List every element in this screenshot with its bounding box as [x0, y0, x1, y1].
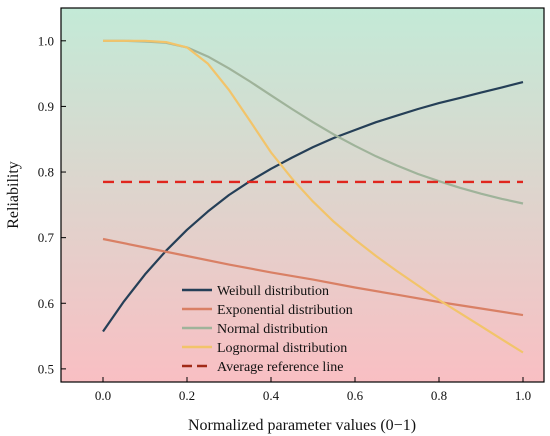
legend-label-exponential-distribution: Exponential distribution — [217, 303, 353, 318]
legend-label-average-reference-line: Average reference line — [217, 360, 343, 375]
x-tick-label: 0.8 — [431, 388, 447, 403]
x-axis: 0.0 0.2 0.4 0.6 0.8 1.0 — [95, 377, 531, 403]
weibull-distribution-line — [102, 81, 524, 333]
y-tick-label: 0.7 — [38, 230, 55, 245]
x-tick-label: 1.0 — [515, 388, 531, 403]
y-tick-label: 0.5 — [38, 361, 54, 376]
legend-label-normal-distribution: Normal distribution — [217, 322, 328, 337]
x-tick-label: 0.0 — [95, 388, 111, 403]
x-tick-label: 0.4 — [263, 388, 280, 403]
x-tick-label: 0.6 — [347, 388, 364, 403]
plot-background — [61, 8, 544, 382]
series-layer — [102, 39, 524, 354]
legend-label-weibull-distribution: Weibull distribution — [217, 284, 329, 299]
x-tick-label: 0.2 — [179, 388, 195, 403]
y-axis: 0.5 0.6 0.7 0.8 0.9 1.0 — [38, 33, 66, 376]
legend-label-lognormal-distribution: Lognormal distribution — [217, 341, 347, 356]
y-axis-title: Reliability — [5, 161, 22, 229]
lognormal-distribution-line — [103, 39, 524, 354]
exponential-distribution-line — [102, 237, 524, 317]
y-tick-label: 0.8 — [38, 165, 54, 180]
y-tick-label: 0.6 — [38, 296, 55, 311]
y-tick-label: 0.9 — [38, 99, 54, 114]
x-axis-title: Normalized parameter values (0−1) — [188, 417, 416, 434]
legend: Weibull distribution Exponential distribu… — [182, 284, 353, 375]
plot-frame — [60, 7, 545, 383]
y-tick-label: 1.0 — [38, 33, 54, 48]
